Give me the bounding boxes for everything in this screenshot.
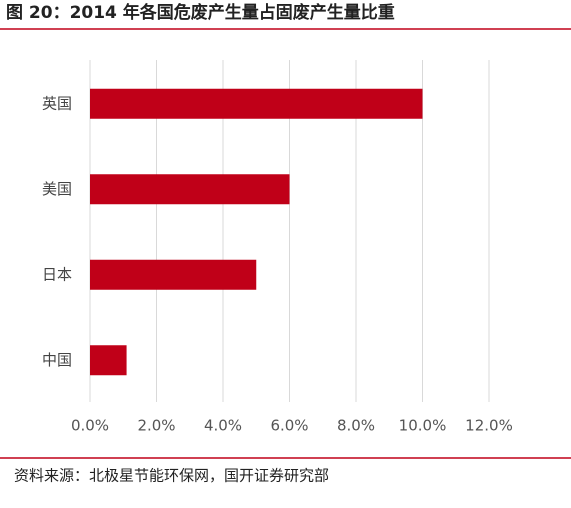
y-tick-label: 美国 [42,180,72,198]
x-tick-label: 10.0% [399,417,447,435]
x-tick-label: 0.0% [71,417,109,435]
source-note: 资料来源：北极星节能环保网，国开证券研究部 [14,467,329,485]
x-tick-label: 4.0% [204,417,242,435]
y-tick-label: 中国 [42,351,72,369]
x-tick-label: 12.0% [465,417,513,435]
y-tick-label: 日本 [42,265,72,283]
x-tick-label: 6.0% [270,417,308,435]
chart-title: 图 20：2014 年各国危废产生量占固废产生量比重 [6,2,395,23]
x-tick-label: 2.0% [137,417,175,435]
bar [90,88,423,119]
bar [90,259,257,290]
y-tick-label: 英国 [42,94,72,112]
x-tick-label: 8.0% [337,417,375,435]
bar [90,174,290,205]
bar [90,345,127,376]
